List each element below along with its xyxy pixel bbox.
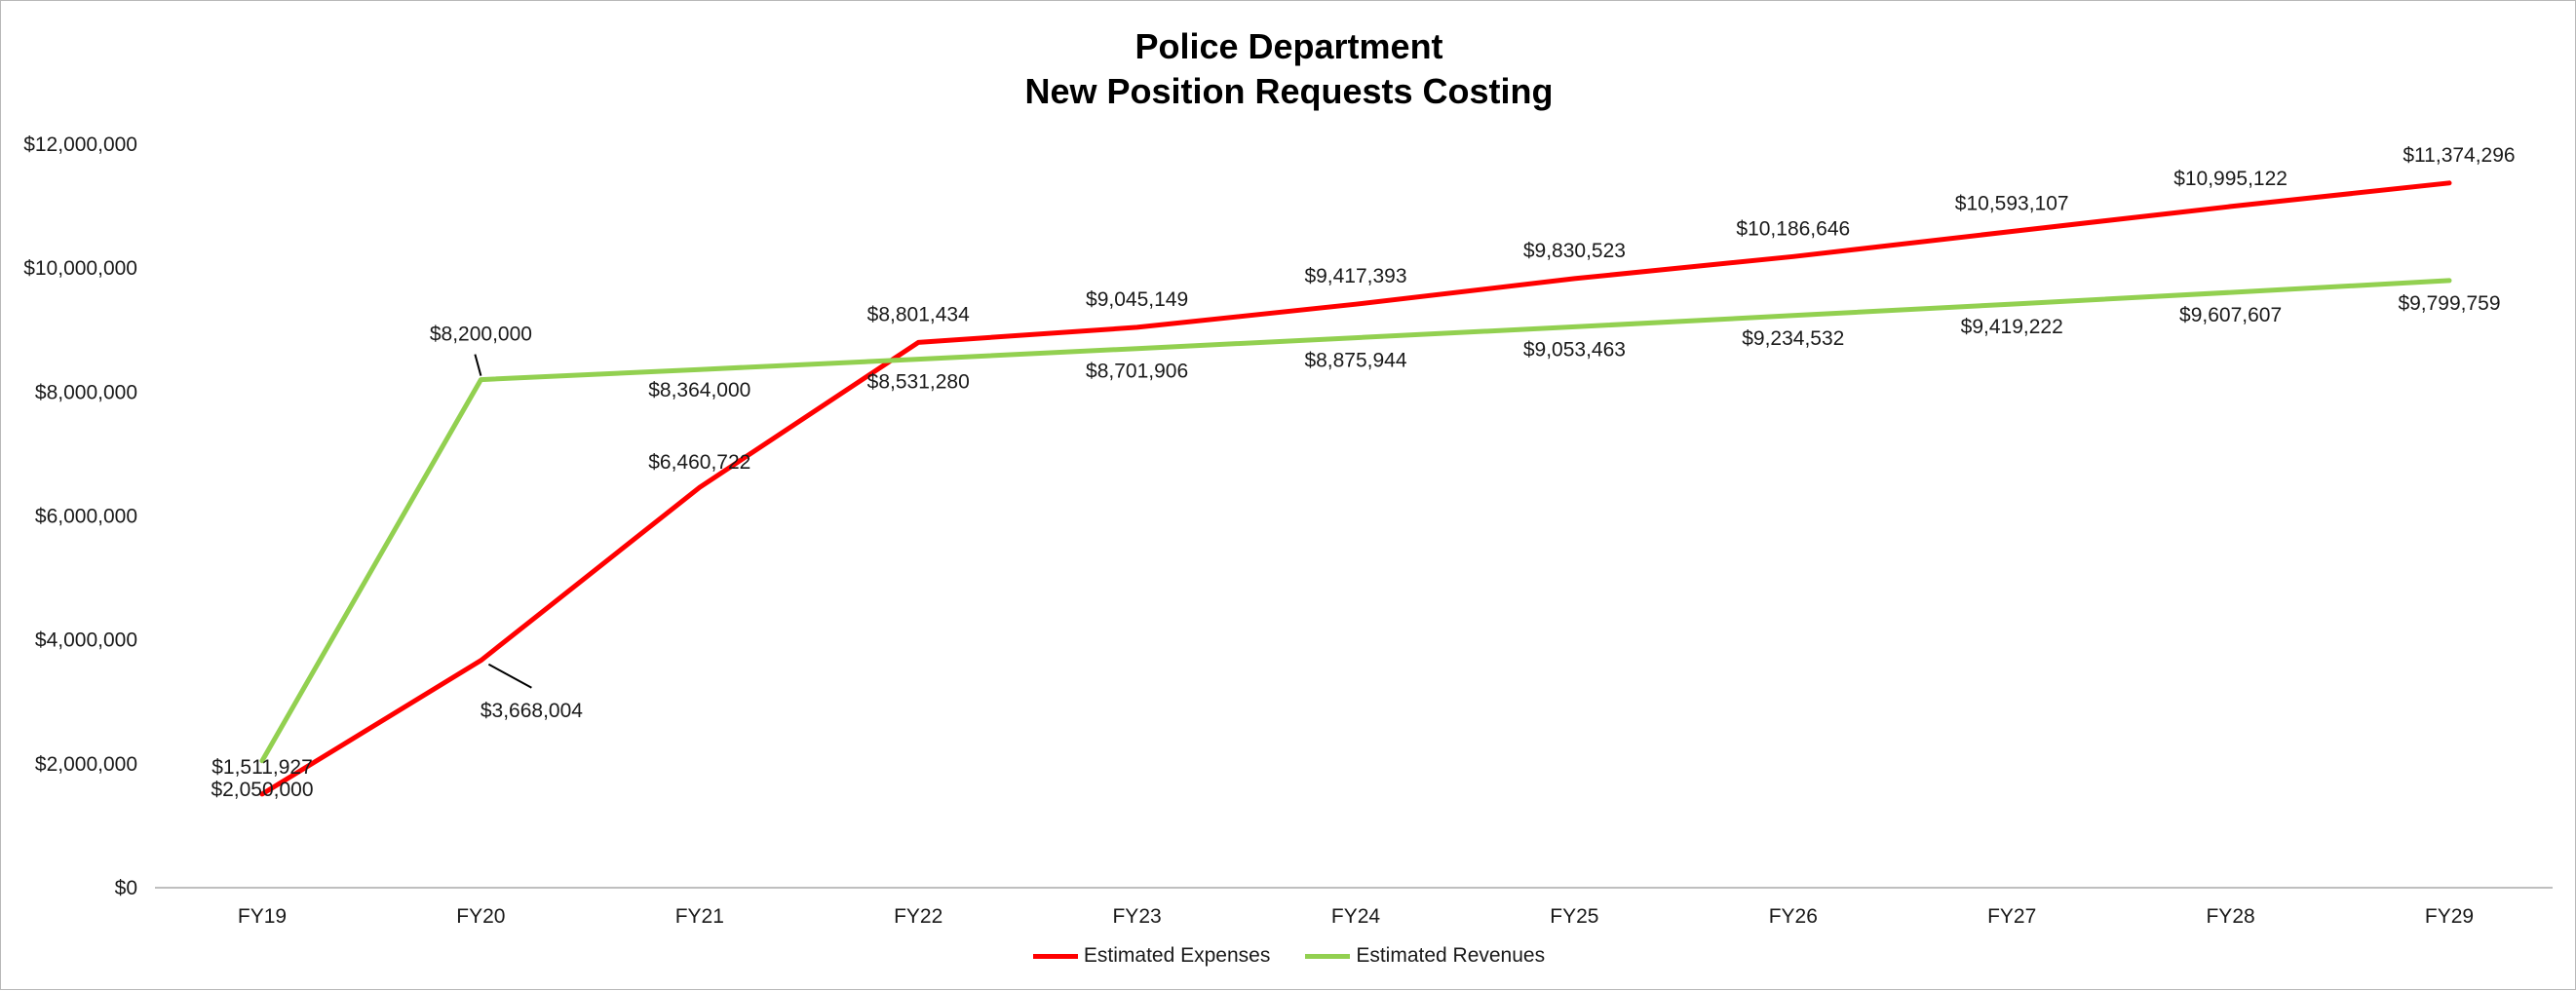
- legend-swatch-revenues: [1305, 953, 1351, 959]
- chart-title-line-1: Police Department: [1134, 26, 1443, 66]
- x-tick-label: FY27: [1987, 905, 2036, 928]
- legend-label-revenues: Estimated Revenues: [1356, 944, 1546, 967]
- data-label: $10,995,122: [2173, 168, 2288, 190]
- data-label: $8,701,906: [1086, 361, 1188, 383]
- data-label: $3,668,004: [481, 700, 583, 722]
- x-tick-label: FY19: [238, 905, 287, 928]
- y-tick-label: $0: [115, 877, 137, 899]
- y-tick-label: $6,000,000: [35, 506, 137, 528]
- chart-title-line-2: New Position Requests Costing: [1024, 71, 1554, 111]
- legend-label-expenses: Estimated Expenses: [1083, 944, 1271, 967]
- data-label: $6,460,722: [648, 451, 750, 474]
- data-label: $1,511,927: [211, 756, 313, 779]
- leader-line: [487, 663, 532, 689]
- data-labels: $1,511,927 $3,668,004 $6,460,722 $8,801,434…: [211, 144, 2515, 801]
- x-tick-label: FY29: [2425, 905, 2474, 928]
- x-tick-label: FY24: [1331, 905, 1381, 928]
- x-tick-label: FY23: [1112, 905, 1161, 928]
- x-tick-label: FY20: [456, 905, 505, 928]
- x-tick-label: FY26: [1769, 905, 1818, 928]
- data-label: $9,799,759: [2398, 292, 2500, 315]
- data-label: $9,045,149: [1086, 288, 1188, 311]
- data-label: $9,607,607: [2179, 304, 2282, 326]
- chart-title: Police Department New Position Requests …: [1, 24, 2576, 114]
- data-label: $9,830,523: [1523, 240, 1626, 262]
- leader-line: [474, 354, 482, 376]
- x-tick-label: FY21: [675, 905, 724, 928]
- y-tick-label: $8,000,000: [35, 381, 137, 403]
- data-label: $9,419,222: [1961, 316, 2063, 338]
- series-line-revenues: [259, 278, 2452, 764]
- data-label: $8,531,280: [867, 371, 970, 394]
- data-label: $11,374,296: [2403, 144, 2515, 167]
- series-lines: [259, 180, 2452, 797]
- x-tick-label: FY25: [1550, 905, 1598, 928]
- y-tick-label: $10,000,000: [23, 257, 137, 280]
- y-tick-label: $4,000,000: [35, 629, 137, 652]
- data-label: $8,364,000: [648, 379, 750, 401]
- data-label: $9,417,393: [1304, 265, 1406, 287]
- legend-item-revenues: Estimated Revenues: [1305, 944, 1545, 968]
- data-label: $10,186,646: [1736, 217, 1850, 240]
- data-label: $2,050,000: [211, 779, 313, 801]
- data-label: $8,875,944: [1304, 350, 1406, 372]
- x-tick-label: FY28: [2206, 905, 2254, 928]
- legend-swatch-expenses: [1032, 953, 1078, 959]
- data-label: $9,234,532: [1742, 327, 1844, 350]
- data-label-leader-lines: [474, 354, 532, 689]
- data-label: $10,593,107: [1955, 192, 2069, 214]
- series-line-expenses: [259, 180, 2452, 797]
- x-tick-label: FY22: [894, 905, 942, 928]
- data-label: $8,801,434: [867, 303, 970, 325]
- y-axis-tick-labels: $0 $2,000,000 $4,000,000 $6,000,000 $8,000,0…: [23, 133, 137, 899]
- legend-item-expenses: Estimated Expenses: [1032, 944, 1271, 968]
- legend: Estimated Expenses Estimated Revenues: [1, 944, 2576, 968]
- y-tick-label: $2,000,000: [35, 753, 137, 776]
- data-label: $9,053,463: [1523, 338, 1626, 361]
- x-axis: FY19 FY20 FY21 FY22 FY23 FY24 FY25 FY26 FY27 FY28…: [155, 887, 2553, 928]
- y-tick-label: $12,000,000: [23, 133, 137, 156]
- data-label: $8,200,000: [430, 324, 532, 346]
